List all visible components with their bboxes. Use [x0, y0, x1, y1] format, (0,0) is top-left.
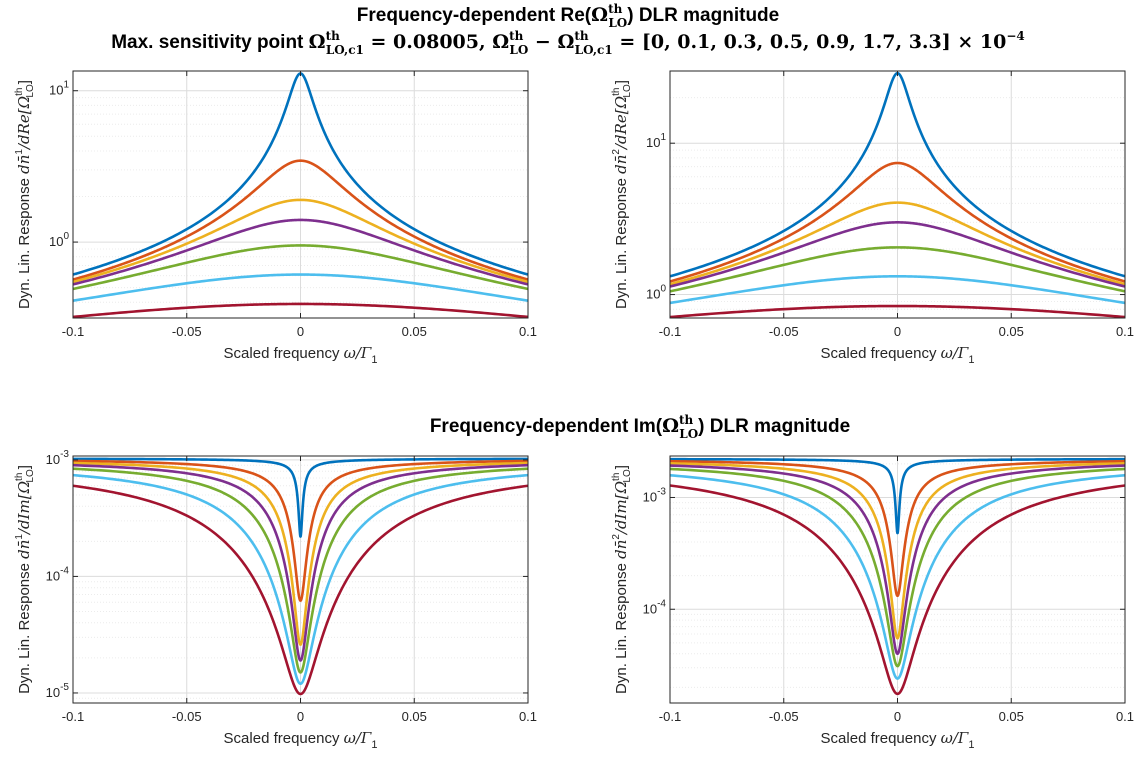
x-tick-label: 0.05: [999, 324, 1024, 339]
series-line-0.5e-4: [669, 221, 1126, 288]
subtitle: Max. sensitivity point Ωth LO,c1 = 0.0800…: [111, 29, 1025, 57]
y-tick-label: 101: [646, 132, 666, 150]
panel-im2: -0.1 -0.05 0 0.05 0.1 10-4 10-3 Scaled frequenc…: [611, 455, 1134, 751]
x-axis-label: Scaled frequency ω/Γ1: [821, 729, 975, 751]
x-axis-label: Scaled frequency ω/Γ1: [224, 729, 378, 751]
x-tick-label: 0: [297, 709, 304, 724]
x-tick-label: -0.1: [659, 709, 681, 724]
title-re: Frequency-dependent Re(Ωth LO) DLR magnit…: [357, 2, 779, 30]
y-tick-label: 100: [49, 231, 69, 249]
x-tick-label: 0.05: [402, 324, 427, 339]
x-tick-label: -0.05: [172, 324, 202, 339]
x-tick-label: -0.1: [659, 324, 681, 339]
y-tick-label: 10-3: [46, 449, 70, 467]
x-axis-label: Scaled frequency ω/Γ1: [821, 344, 975, 366]
x-tick-label: 0: [297, 324, 304, 339]
x-tick-label: 0.05: [999, 709, 1024, 724]
panel-im1: -0.1 -0.05 0 0.05 0.1 10-5 10-4 10-3 Scaled freq…: [14, 449, 537, 751]
series-line-0.3e-4: [669, 462, 1126, 640]
y-axis-label: Dyn. Lin. Response dn̄2/dRe[ΩthLO]: [611, 80, 633, 309]
title-im: Frequency-dependent Im(Ωth LO) DLR magnit…: [430, 413, 850, 441]
series-line-0.3e-4: [669, 201, 1126, 286]
series-line-3.3e-4: [72, 484, 529, 696]
series-line-0.1e-4: [669, 459, 1126, 598]
series-line-0.9e-4: [669, 467, 1126, 668]
series-line-0.1e-4: [669, 161, 1126, 283]
x-axis-label: Scaled frequency ω/Γ1: [224, 344, 378, 366]
y-tick-label: 10-5: [46, 682, 70, 700]
x-tick-label: -0.05: [769, 324, 799, 339]
series-line-0.3e-4: [72, 461, 529, 646]
panels: -0.1 -0.05 0 0.05 0.1 100 101 Scaled frequency …: [14, 70, 1134, 751]
series-line-0.1e-4: [72, 159, 529, 281]
x-tick-label: -0.05: [769, 709, 799, 724]
series-line-0.5e-4: [669, 464, 1126, 656]
panel-re2: -0.1 -0.05 0 0.05 0.1 100 101 Scaled frequency …: [611, 70, 1134, 366]
y-tick-label: 100: [646, 284, 666, 302]
x-tick-label: -0.1: [62, 709, 84, 724]
series-line-0.5e-4: [72, 218, 529, 286]
x-tick-label: 0.1: [519, 324, 537, 339]
y-axis-label: Dyn. Lin. Response dn̄1/dIm[ΩthLO]: [14, 465, 36, 694]
series-line-1.7e-4: [669, 275, 1126, 305]
x-tick-label: 0: [894, 709, 901, 724]
x-tick-label: -0.05: [172, 709, 202, 724]
series-line-1.7e-4: [72, 273, 529, 302]
series-line-3.3e-4: [669, 304, 1126, 319]
x-tick-label: -0.1: [62, 324, 84, 339]
y-tick-label: 10-3: [643, 486, 667, 504]
y-tick-label: 101: [49, 80, 69, 98]
x-tick-label: 0.1: [519, 709, 537, 724]
x-tick-label: 0.05: [402, 709, 427, 724]
series-line-0.5e-4: [72, 463, 529, 662]
series-line-0.9e-4: [72, 467, 529, 674]
y-tick-label: 10-4: [46, 565, 70, 583]
series-line-0: [72, 457, 529, 538]
series-line-1.7e-4: [669, 473, 1126, 680]
x-tick-label: 0.1: [1116, 324, 1134, 339]
x-tick-label: 0.1: [1116, 709, 1134, 724]
series-line-3.3e-4: [669, 484, 1126, 696]
y-axis-label: Dyn. Lin. Response dn̄2/dIm[ΩthLO]: [611, 465, 633, 694]
y-axis-label: Dyn. Lin. Response dn̄1/dRe[ΩthLO]: [14, 80, 36, 309]
series-line-0.9e-4: [72, 244, 529, 291]
series-line-1.7e-4: [72, 473, 529, 686]
x-tick-label: 0: [894, 324, 901, 339]
series-line-0.3e-4: [72, 198, 529, 284]
y-tick-label: 10-4: [643, 598, 667, 616]
series-line-3.3e-4: [72, 302, 529, 319]
series-line-0.1e-4: [72, 459, 529, 602]
panel-re1: -0.1 -0.05 0 0.05 0.1 100 101 Scaled frequency …: [14, 70, 537, 366]
series-line-0.9e-4: [669, 246, 1126, 293]
series-line-0: [669, 457, 1126, 535]
